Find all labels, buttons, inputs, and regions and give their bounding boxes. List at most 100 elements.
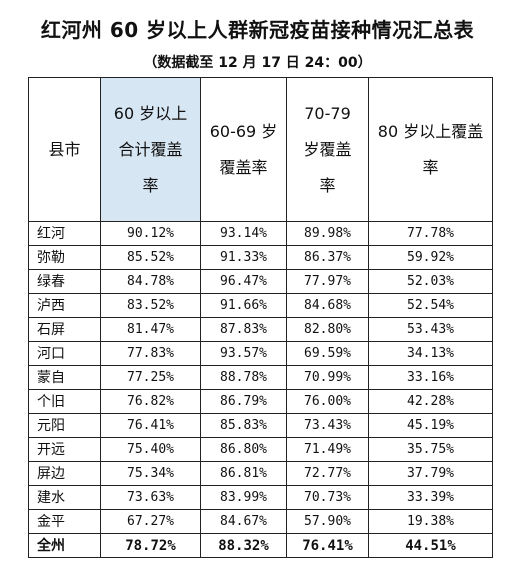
cell-age60: 88.78% <box>200 365 287 390</box>
cell-total: 78.72% <box>100 533 201 558</box>
header-total-line: 率 <box>142 175 159 195</box>
cell-age80: 77.78% <box>368 221 493 246</box>
cell-total: 83.52% <box>100 293 201 318</box>
table-row: 泸西 83.52% 91.66% 84.68% 52.54% <box>28 293 493 318</box>
header-total-line: 60 岁以上 <box>113 103 188 123</box>
cell-total: 75.34% <box>100 461 201 486</box>
cell-age60: 83.99% <box>200 485 287 510</box>
cell-age80: 53.43% <box>368 317 493 342</box>
cell-county: 蒙自 <box>28 365 101 390</box>
table-row: 元阳 76.41% 85.83% 73.43% 45.19% <box>28 413 493 438</box>
cell-total: 67.27% <box>100 509 201 534</box>
table-row: 绿春 84.78% 96.47% 77.97% 52.03% <box>28 269 493 294</box>
cell-age70: 84.68% <box>286 293 369 318</box>
header-age80-line: 率 <box>422 157 439 177</box>
cell-county: 建水 <box>28 485 101 510</box>
cell-county: 元阳 <box>28 413 101 438</box>
header-age80-line: 80 岁以上覆盖 <box>377 121 484 141</box>
cell-total: 84.78% <box>100 269 201 294</box>
cell-county: 屏边 <box>28 461 101 486</box>
cell-total: 76.82% <box>100 389 201 414</box>
cell-county: 全州 <box>28 533 101 558</box>
cell-age80: 35.75% <box>368 437 493 462</box>
table-row: 个旧 76.82% 86.79% 76.00% 42.28% <box>28 389 493 414</box>
header-age60-line: 60-69 岁 <box>209 121 278 141</box>
cell-age70: 77.97% <box>286 269 369 294</box>
cell-age70: 86.37% <box>286 245 369 270</box>
cell-age80: 52.03% <box>368 269 493 294</box>
table-row: 金平 67.27% 84.67% 57.90% 19.38% <box>28 509 493 534</box>
table-row: 弥勒 85.52% 91.33% 86.37% 59.92% <box>28 245 493 270</box>
table-row: 开远 75.40% 86.80% 71.49% 35.75% <box>28 437 493 462</box>
vaccination-table: 县市 60 岁以上 合计覆盖 率 60-69 岁 覆盖率 70-79 岁覆盖 率 <box>28 77 493 558</box>
cell-total: 90.12% <box>100 221 201 246</box>
cell-age80: 44.51% <box>368 533 493 558</box>
cell-age70: 69.59% <box>286 341 369 366</box>
cell-age60: 86.81% <box>200 461 287 486</box>
cell-age60: 86.80% <box>200 437 287 462</box>
total-row: 全州 78.72% 88.32% 76.41% 44.51% <box>28 533 493 558</box>
cell-age70: 72.77% <box>286 461 369 486</box>
cell-total: 76.41% <box>100 413 201 438</box>
cell-county: 开远 <box>28 437 101 462</box>
cell-age70: 73.43% <box>286 413 369 438</box>
cell-age70: 82.80% <box>286 317 369 342</box>
cell-age80: 34.13% <box>368 341 493 366</box>
page-subtitle: （数据截至 12 月 17 日 24：00） <box>143 55 372 71</box>
cell-county: 泸西 <box>28 293 101 318</box>
cell-county: 金平 <box>28 509 101 534</box>
cell-age80: 59.92% <box>368 245 493 270</box>
table-row: 屏边 75.34% 86.81% 72.77% 37.79% <box>28 461 493 486</box>
cell-age60: 87.83% <box>200 317 287 342</box>
cell-age70: 76.00% <box>286 389 369 414</box>
cell-age80: 42.28% <box>368 389 493 414</box>
table-row: 建水 73.63% 83.99% 70.73% 33.39% <box>28 485 493 510</box>
cell-age60: 91.66% <box>200 293 287 318</box>
cell-age80: 19.38% <box>368 509 493 534</box>
header-row: 县市 60 岁以上 合计覆盖 率 60-69 岁 覆盖率 70-79 岁覆盖 率 <box>28 77 493 222</box>
cell-total: 77.25% <box>100 365 201 390</box>
page-title: 红河州 60 岁以上人群新冠疫苗接种情况汇总表 <box>40 18 475 42</box>
cell-total: 85.52% <box>100 245 201 270</box>
cell-age70: 70.99% <box>286 365 369 390</box>
header-age80: 80 岁以上覆盖 率 <box>368 77 493 222</box>
cell-county: 石屏 <box>28 317 101 342</box>
cell-age60: 96.47% <box>200 269 287 294</box>
header-county: 县市 <box>28 77 101 222</box>
cell-county: 弥勒 <box>28 245 101 270</box>
cell-total: 81.47% <box>100 317 201 342</box>
cell-age80: 45.19% <box>368 413 493 438</box>
cell-age80: 33.16% <box>368 365 493 390</box>
table-row: 河口 77.83% 93.57% 69.59% 34.13% <box>28 341 493 366</box>
cell-age60: 91.33% <box>200 245 287 270</box>
table-row: 石屏 81.47% 87.83% 82.80% 53.43% <box>28 317 493 342</box>
cell-total: 75.40% <box>100 437 201 462</box>
cell-age70: 71.49% <box>286 437 369 462</box>
table-row: 蒙自 77.25% 88.78% 70.99% 33.16% <box>28 365 493 390</box>
cell-age60: 88.32% <box>200 533 287 558</box>
cell-age60: 84.67% <box>200 509 287 534</box>
header-county-label: 县市 <box>48 139 81 159</box>
cell-age80: 37.79% <box>368 461 493 486</box>
cell-age60: 93.14% <box>200 221 287 246</box>
cell-age70: 57.90% <box>286 509 369 534</box>
cell-county: 红河 <box>28 221 101 246</box>
header-age60: 60-69 岁 覆盖率 <box>200 77 287 222</box>
cell-age60: 85.83% <box>200 413 287 438</box>
cell-total: 73.63% <box>100 485 201 510</box>
cell-age70: 70.73% <box>286 485 369 510</box>
header-age60-line: 覆盖率 <box>219 157 268 177</box>
cell-age60: 86.79% <box>200 389 287 414</box>
header-total: 60 岁以上 合计覆盖 率 <box>100 77 201 222</box>
cell-age60: 93.57% <box>200 341 287 366</box>
cell-total: 77.83% <box>100 341 201 366</box>
header-age70: 70-79 岁覆盖 率 <box>286 77 369 222</box>
cell-age80: 52.54% <box>368 293 493 318</box>
header-total-line: 合计覆盖 <box>118 139 183 159</box>
cell-county: 个旧 <box>28 389 101 414</box>
cell-age70: 89.98% <box>286 221 369 246</box>
table-row: 红河 90.12% 93.14% 89.98% 77.78% <box>28 221 493 246</box>
cell-age70: 76.41% <box>286 533 369 558</box>
header-age70-line: 70-79 <box>304 103 351 123</box>
